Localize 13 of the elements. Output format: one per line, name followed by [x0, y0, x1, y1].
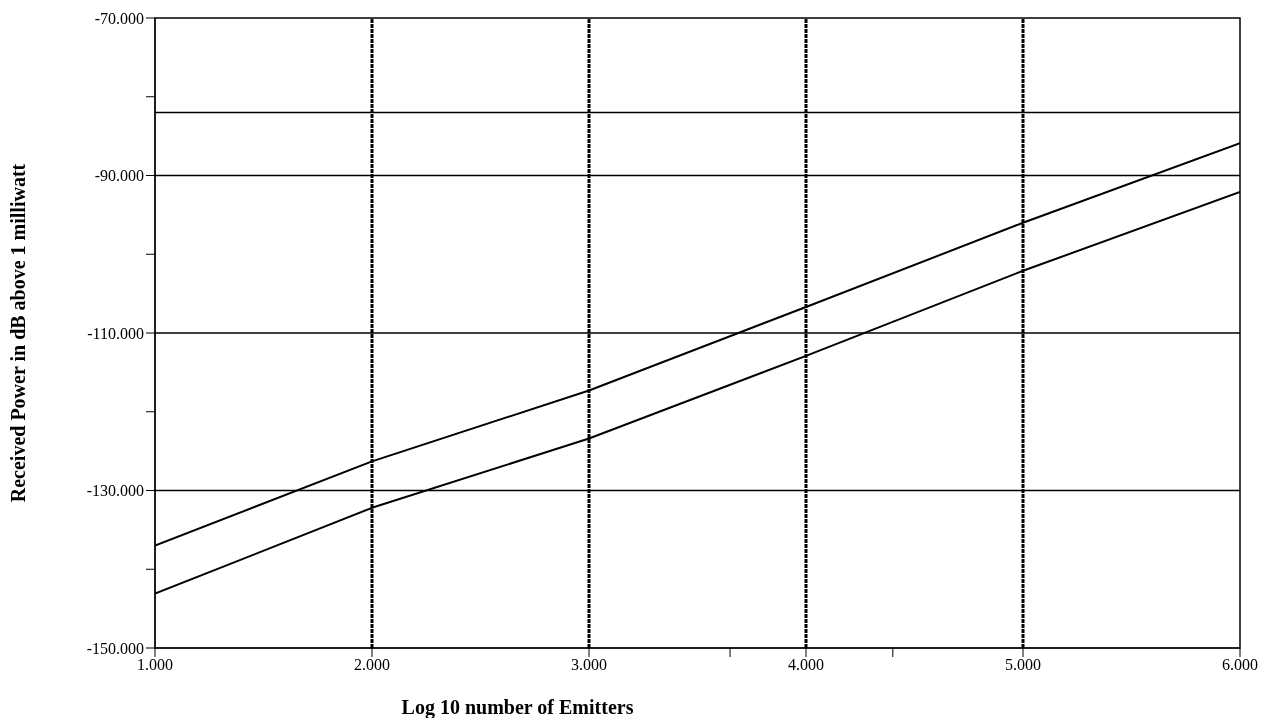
x-tick-label: 5.000	[1005, 656, 1041, 674]
x-tick-label: 6.000	[1222, 656, 1258, 674]
y-tick-label: -110.000	[87, 324, 144, 342]
y-tick-label: -150.000	[86, 639, 144, 657]
x-tick-label: 4.000	[788, 656, 824, 674]
x-tick-label: 1.000	[137, 656, 173, 674]
y-axis-title: Received Power in dB above 1 milliwatt	[7, 163, 30, 503]
y-tick-label: -90.000	[94, 167, 144, 185]
x-axis-title: Log 10 number of Emitters	[401, 696, 634, 719]
x-tick-label: 3.000	[571, 656, 607, 674]
y-tick-label: -70.000	[94, 9, 144, 27]
y-tick-label: -130.000	[86, 482, 144, 500]
x-tick-label: 2.000	[354, 656, 390, 674]
